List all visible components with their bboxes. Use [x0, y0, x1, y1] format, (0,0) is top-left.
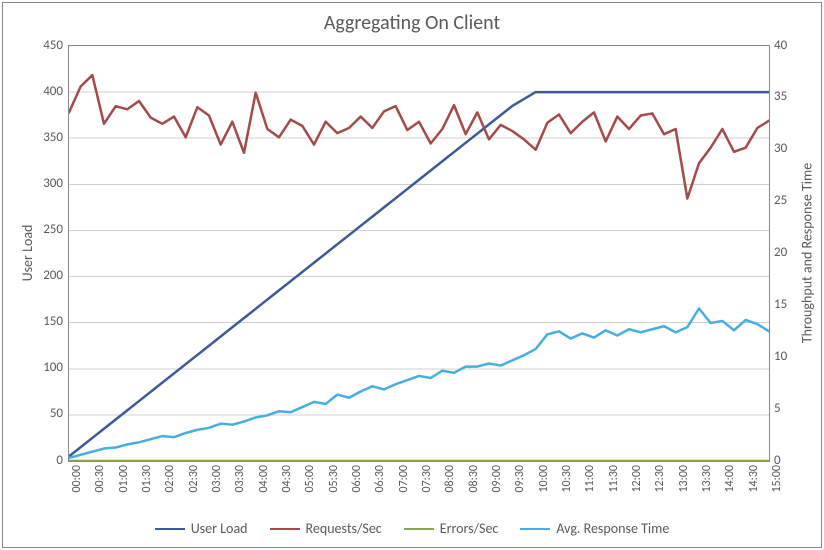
legend-swatch: [404, 528, 434, 530]
y-left-tick: 50: [23, 407, 63, 420]
x-tick: 14:30: [748, 465, 760, 493]
y-left-tick: 350: [23, 131, 63, 144]
y-right-tick: 30: [774, 142, 804, 155]
x-tick: 06:30: [374, 465, 386, 493]
x-tick: 01:00: [118, 465, 130, 493]
y-left-tick: 400: [23, 85, 63, 98]
legend-label: Errors/Sec: [440, 520, 499, 537]
x-tick: 02:30: [188, 465, 200, 493]
legend-swatch: [520, 528, 550, 530]
x-tick: 07:00: [398, 465, 410, 493]
x-tick: 08:00: [444, 465, 456, 493]
legend-label: Requests/Sec: [306, 520, 382, 537]
y-left-tick: 100: [23, 361, 63, 374]
x-tick: 09:30: [514, 465, 526, 493]
legend-item: Errors/Sec: [404, 520, 499, 537]
series-avg-response-time: [69, 308, 769, 457]
legend: User Load Requests/Sec Errors/Sec Avg. Resp…: [3, 520, 821, 537]
legend-swatch: [155, 528, 185, 530]
y-axis-right-label: Throughput and Response Time: [798, 162, 815, 342]
x-tick: 06:00: [351, 465, 363, 493]
y-left-tick: 150: [23, 315, 63, 328]
x-tick: 10:30: [561, 465, 573, 493]
y-left-tick: 300: [23, 177, 63, 190]
series-user-load: [69, 92, 769, 456]
x-tick: 01:30: [141, 465, 153, 493]
x-tick: 11:00: [584, 465, 596, 493]
x-tick: 00:30: [94, 465, 106, 493]
x-tick: 05:30: [328, 465, 340, 493]
y-right-tick: 5: [774, 402, 804, 415]
x-tick: 03:00: [211, 465, 223, 493]
x-tick: 02:00: [164, 465, 176, 493]
x-tick: 04:00: [258, 465, 270, 493]
x-tick: 14:00: [724, 465, 736, 493]
legend-item: Avg. Response Time: [520, 520, 669, 537]
legend-label: Avg. Response Time: [556, 520, 669, 537]
y-right-tick: 40: [774, 39, 804, 52]
legend-label: User Load: [191, 520, 248, 537]
x-tick: 11:30: [608, 465, 620, 493]
series-layer: [69, 46, 769, 461]
chart-card: Aggregating On Client 050100150200250300…: [2, 2, 822, 548]
legend-item: Requests/Sec: [270, 520, 382, 537]
x-tick: 15:00: [771, 465, 783, 493]
y-left-tick: 450: [23, 39, 63, 52]
legend-item: User Load: [155, 520, 248, 537]
x-tick: 12:00: [631, 465, 643, 493]
x-tick: 00:00: [71, 465, 83, 493]
x-tick: 09:00: [491, 465, 503, 493]
plot-area: [68, 45, 770, 462]
x-tick: 03:30: [234, 465, 246, 493]
y-axis-left-label: User Load: [19, 224, 36, 281]
x-tick: 08:30: [468, 465, 480, 493]
x-tick: 04:30: [281, 465, 293, 493]
x-tick: 07:30: [421, 465, 433, 493]
y-right-tick: 35: [774, 90, 804, 103]
x-tick: 13:00: [678, 465, 690, 493]
x-tick: 13:30: [701, 465, 713, 493]
x-tick: 12:30: [654, 465, 666, 493]
y-left-tick: 0: [23, 454, 63, 467]
chart-title: Aggregating On Client: [3, 11, 821, 35]
x-tick: 10:00: [538, 465, 550, 493]
x-tick: 05:00: [304, 465, 316, 493]
y-right-tick: 10: [774, 350, 804, 363]
legend-swatch: [270, 528, 300, 530]
